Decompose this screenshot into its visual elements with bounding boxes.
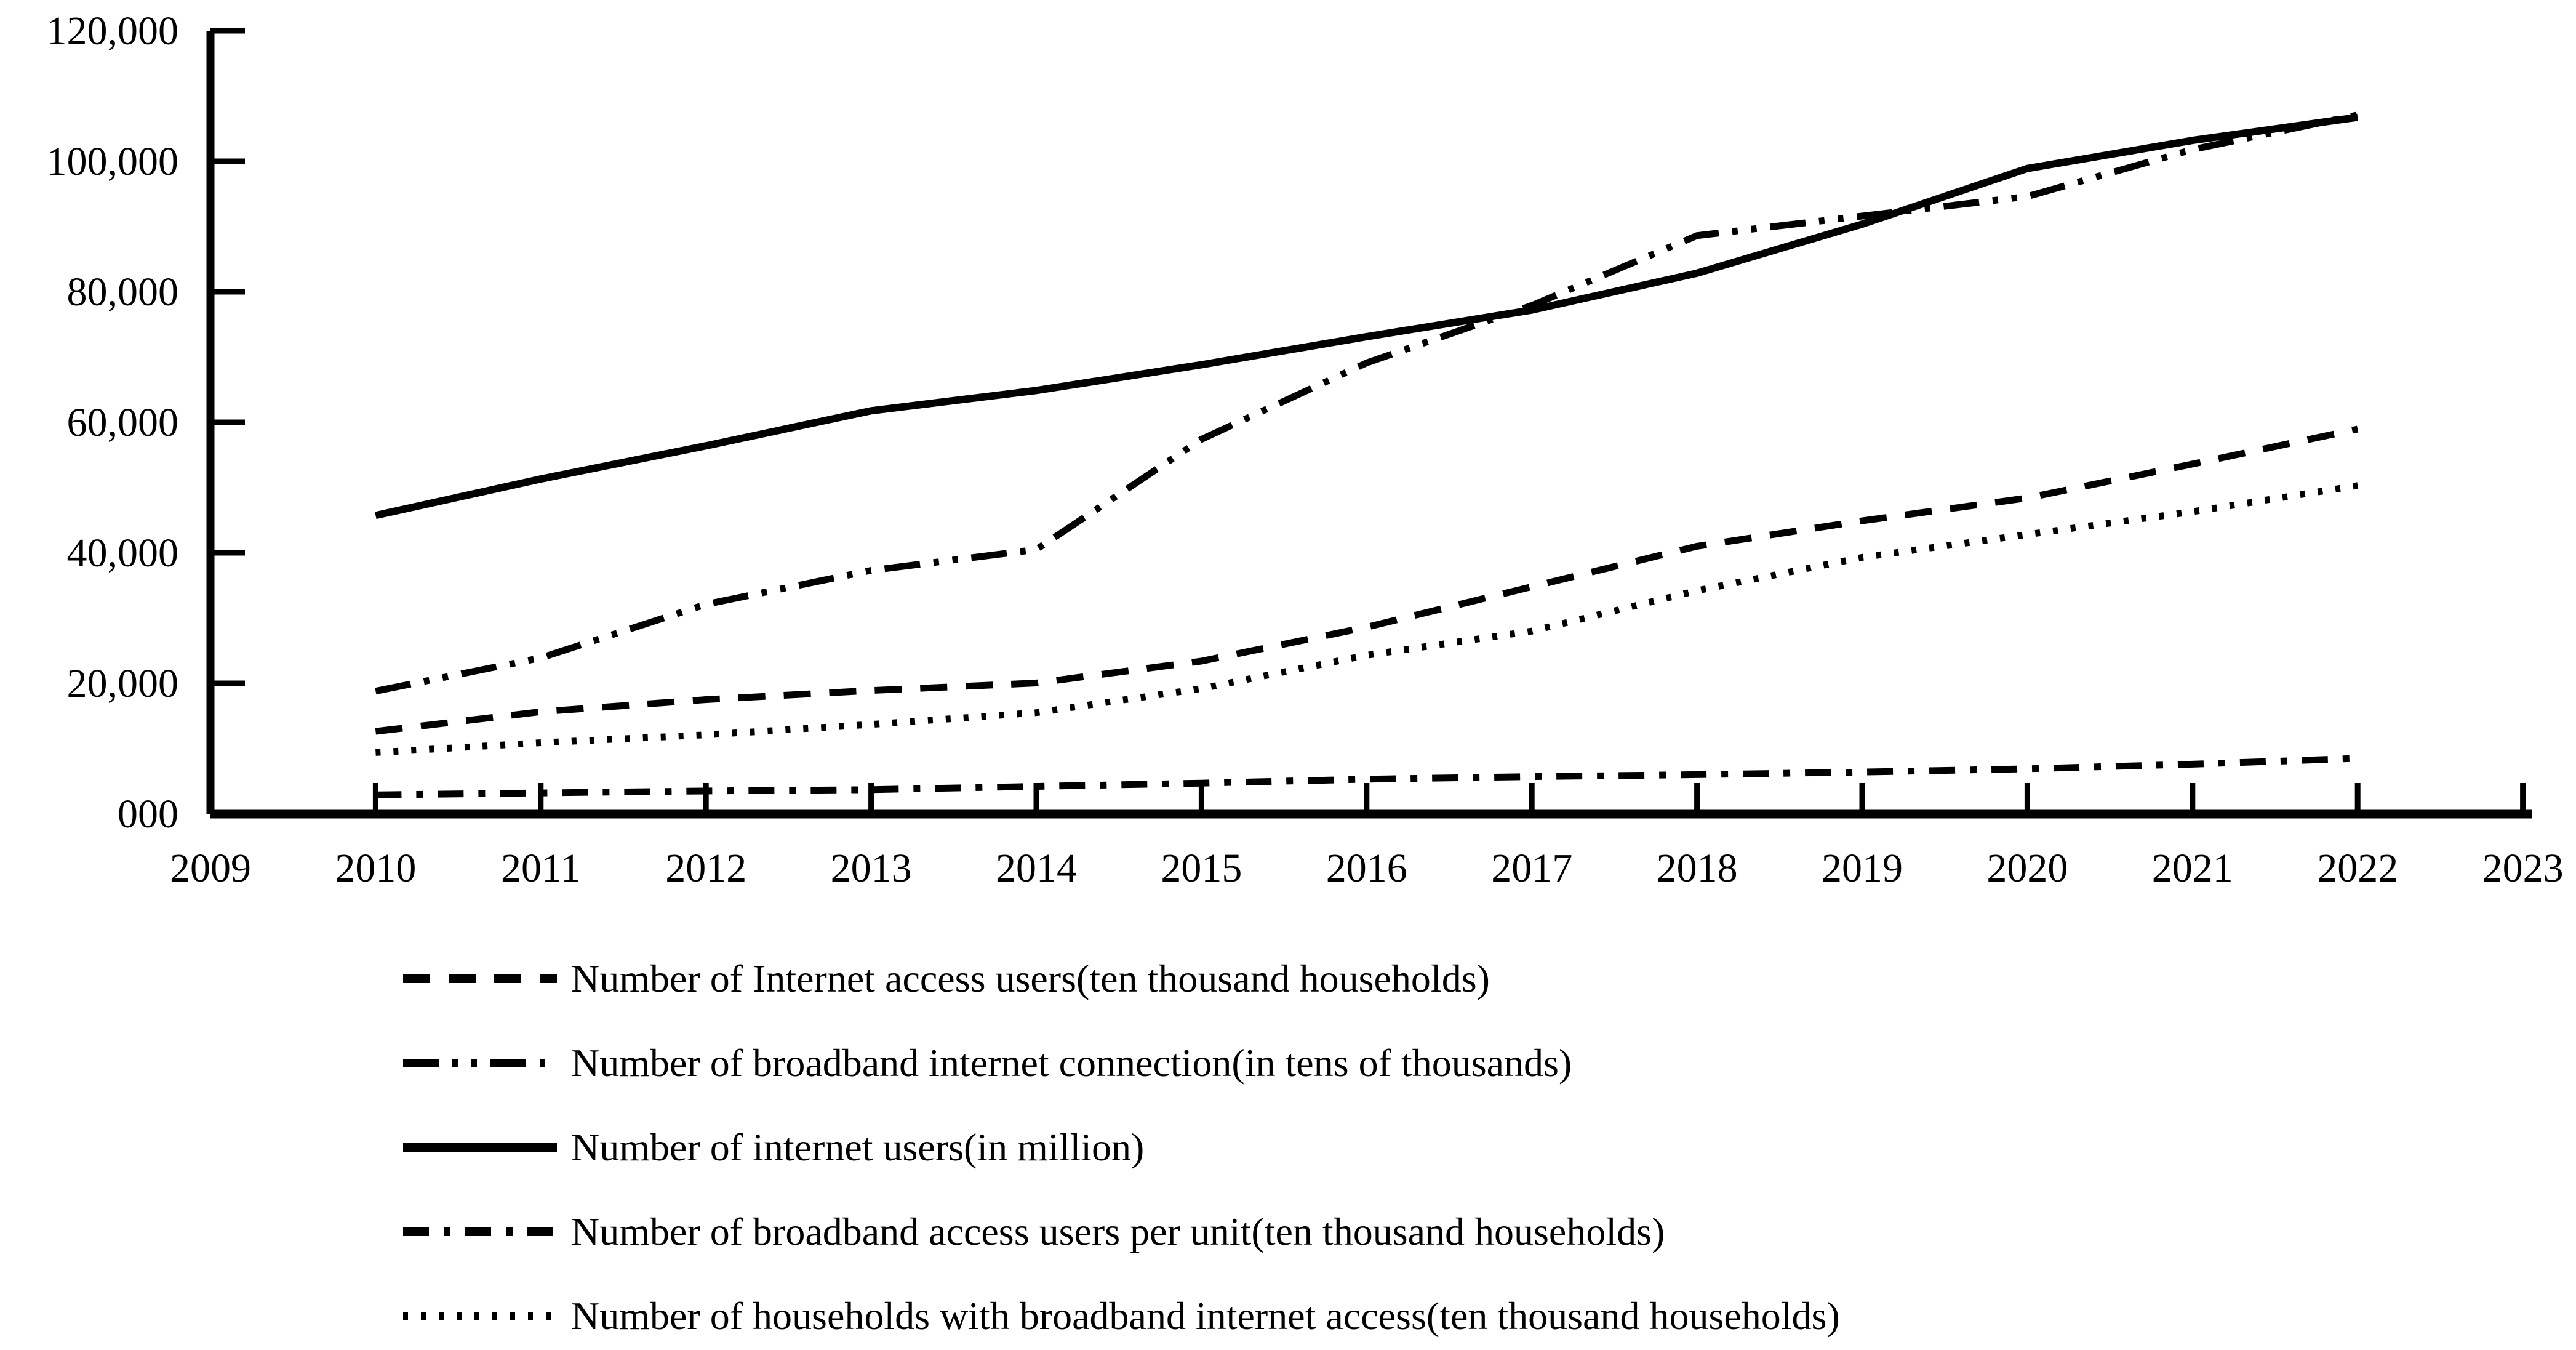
legend-item: Number of Internet access users(ten thou…	[403, 957, 1490, 1000]
x-tick-label: 2021	[2152, 846, 2233, 891]
x-tick-label: 2013	[831, 846, 912, 891]
series-line-dash-dot-dot	[375, 111, 2359, 695]
x-tick-label: 2009	[170, 846, 251, 891]
legend-label: Number of Internet access users(ten thou…	[571, 957, 1490, 1000]
legend-item: Number of broadband internet connection(…	[403, 1041, 1572, 1085]
y-tick-label: 20,000	[67, 661, 179, 706]
x-tick-label: 2010	[335, 846, 416, 891]
x-tick-label: 2017	[1491, 846, 1572, 891]
x-tick-label: 2019	[1822, 846, 1903, 891]
y-tick-label: 40,000	[67, 531, 179, 576]
x-tick-label: 2014	[996, 846, 1077, 891]
y-tick-label: 100,000	[47, 139, 179, 184]
y-tick-label: 80,000	[67, 270, 179, 315]
series-line-solid	[375, 113, 2359, 520]
y-tick-label: 60,000	[67, 400, 179, 445]
legend-label: Number of broadband internet connection(…	[571, 1041, 1572, 1085]
y-tick-label: 120,000	[47, 9, 179, 54]
legend-item: Number of households with broadband inte…	[403, 1294, 1840, 1338]
x-tick-label: 2018	[1657, 846, 1738, 891]
x-tick-label: 2022	[2317, 846, 2398, 891]
legend-label: Number of internet users(in million)	[571, 1125, 1144, 1169]
x-tick-label: 2023	[2482, 846, 2564, 891]
legend-label: Number of households with broadband inte…	[571, 1294, 1840, 1338]
series-line-dashed	[375, 425, 2359, 735]
legend-item: Number of internet users(in million)	[403, 1125, 1144, 1169]
x-tick-label: 2016	[1326, 846, 1407, 891]
series-line-dotted	[375, 482, 2359, 756]
x-tick-label: 2012	[665, 846, 746, 891]
legend-item: Number of broadband access users per uni…	[403, 1210, 1665, 1253]
series-line-dash-dot	[375, 755, 2358, 798]
y-tick-label: 000	[118, 792, 178, 837]
x-tick-label: 2015	[1161, 846, 1242, 891]
legend-label: Number of broadband access users per uni…	[571, 1210, 1665, 1253]
x-tick-label: 2020	[1986, 846, 2068, 891]
x-tick-label: 2011	[501, 846, 581, 891]
